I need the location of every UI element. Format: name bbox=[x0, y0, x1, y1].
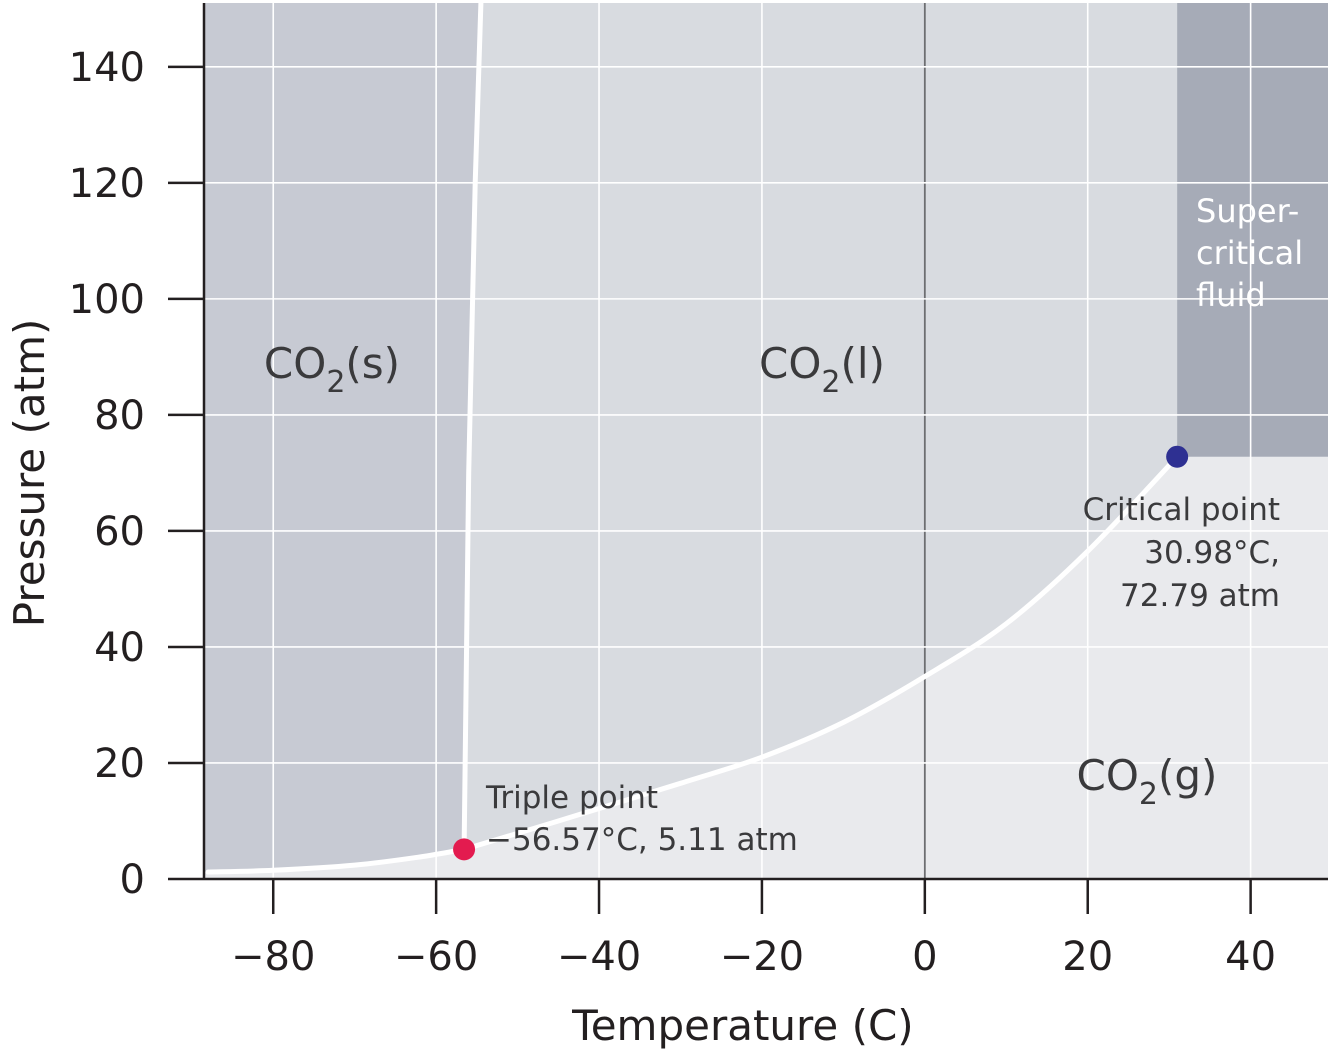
x-tick-label: 0 bbox=[912, 934, 937, 980]
supercritical-label-line: fluid bbox=[1196, 276, 1266, 314]
critical-point-label-line: Critical point bbox=[1083, 492, 1280, 528]
y-tick-label: 40 bbox=[94, 625, 145, 671]
formula-main: CO bbox=[759, 339, 821, 388]
formula-state: (l) bbox=[841, 339, 885, 388]
critical-point-label-line: 30.98°C, bbox=[1144, 535, 1280, 571]
liquid-region bbox=[464, 3, 1178, 850]
formula-state: (g) bbox=[1158, 751, 1217, 800]
y-tick-label: 140 bbox=[69, 45, 145, 91]
x-tick-label: −60 bbox=[394, 934, 478, 980]
formula-state: (s) bbox=[345, 339, 400, 388]
formula-subscript: 2 bbox=[1139, 777, 1158, 812]
x-tick-label: 20 bbox=[1062, 934, 1113, 980]
y-tick-label: 120 bbox=[69, 161, 145, 207]
triple-point-marker bbox=[453, 838, 476, 861]
x-tick-label: −80 bbox=[231, 934, 315, 980]
x-tick-label: −20 bbox=[720, 934, 804, 980]
x-tick-label: −40 bbox=[557, 934, 641, 980]
supercritical-label-line: Super- bbox=[1196, 192, 1299, 230]
sublimation-curve bbox=[205, 846, 467, 875]
y-tick-label: 60 bbox=[94, 509, 145, 555]
triple-point-label-line: −56.57°C, 5.11 atm bbox=[486, 822, 798, 858]
y-tick-label: 0 bbox=[120, 857, 145, 903]
critical-point-marker bbox=[1166, 445, 1189, 468]
melting-curve bbox=[461, 0, 484, 852]
critical-point-label-line: 72.79 atm bbox=[1120, 578, 1280, 614]
vaporization-curve bbox=[461, 454, 1180, 852]
y-axis-title: Pressure (atm) bbox=[5, 319, 54, 628]
formula-subscript: 2 bbox=[821, 365, 840, 400]
x-axis-title: Temperature (C) bbox=[571, 1001, 914, 1050]
gas-label: CO2(g) bbox=[1077, 751, 1218, 812]
liquid-label: CO2(l) bbox=[759, 339, 885, 400]
solid-label: CO2(s) bbox=[264, 339, 400, 400]
supercritical-label-line: critical bbox=[1196, 234, 1303, 272]
formula-main: CO bbox=[1077, 751, 1139, 800]
y-tick-label: 80 bbox=[94, 393, 145, 439]
y-tick-label: 20 bbox=[94, 741, 145, 787]
y-tick-label: 100 bbox=[69, 277, 145, 323]
supercritical-region bbox=[1177, 3, 1328, 457]
x-tick-label: 40 bbox=[1225, 934, 1276, 980]
solid-region bbox=[204, 3, 481, 872]
triple-point-label-line: Triple point bbox=[485, 780, 658, 816]
formula-main: CO bbox=[264, 339, 326, 388]
formula-subscript: 2 bbox=[326, 365, 345, 400]
